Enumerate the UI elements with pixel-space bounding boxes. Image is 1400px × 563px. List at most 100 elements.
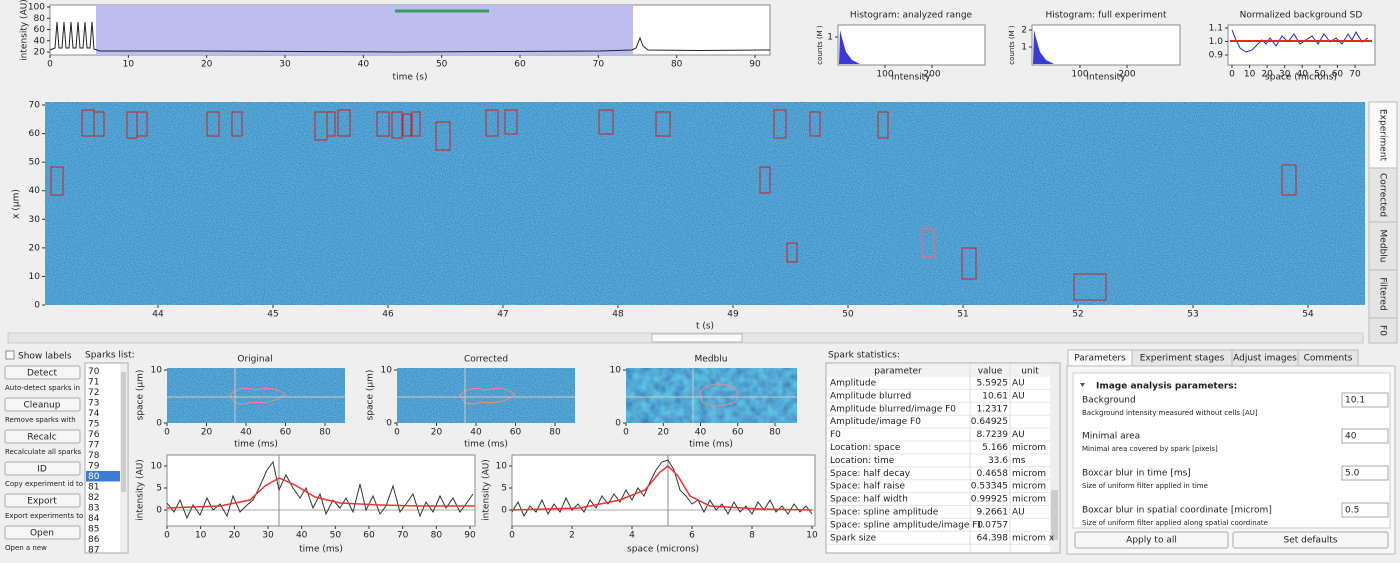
list-item[interactable]: 75 <box>88 420 99 430</box>
param-input[interactable] <box>1341 392 1389 408</box>
cell: AU <box>1012 430 1025 440</box>
y-tick-label: 5 <box>156 484 162 494</box>
param-input[interactable] <box>1341 428 1389 444</box>
x-tick-label: 49 <box>727 310 739 320</box>
list-item[interactable]: 78 <box>88 451 100 461</box>
spark-box <box>337 109 351 137</box>
y-tick-label: 80 <box>34 14 46 24</box>
x-tick-label: 90 <box>464 531 476 541</box>
thumb-texture <box>167 368 345 423</box>
cell: Space: half raise <box>830 482 905 492</box>
view-tab[interactable] <box>1368 167 1398 223</box>
y-tick-label: 1.0 <box>1209 37 1224 47</box>
view-tab-label: Experiment <box>1378 109 1388 161</box>
param-value: 40 <box>1345 432 1357 442</box>
scroll-thumb[interactable] <box>121 372 126 492</box>
x-tick-label: 0 <box>164 531 170 541</box>
list-item[interactable]: 86 <box>88 535 100 545</box>
axis-label: intensity (AU) <box>20 0 30 61</box>
view-tab[interactable] <box>1368 221 1398 271</box>
button-description: Remove sparks with <box>5 416 76 424</box>
x-tick-label: 46 <box>382 310 394 320</box>
x-tick-label: 4 <box>629 531 635 541</box>
x-tick-label: 20 <box>201 428 213 438</box>
list-item[interactable]: 70 <box>88 367 100 377</box>
button[interactable] <box>4 365 81 380</box>
button-description: Auto-detect sparks in <box>5 384 80 392</box>
button[interactable] <box>4 429 81 444</box>
button-label: Apply to all <box>1126 536 1177 546</box>
param-input[interactable] <box>1341 465 1389 481</box>
params-scroll <box>1072 372 1391 529</box>
button[interactable] <box>1232 531 1389 549</box>
button-label: Cleanup <box>24 401 61 411</box>
cell: microm <box>1012 495 1046 505</box>
button[interactable] <box>4 493 81 508</box>
param-input[interactable] <box>1341 502 1389 518</box>
param-description: Background intensity measured without ce… <box>1082 409 1258 417</box>
table-label: Spark statistics: <box>828 351 900 361</box>
cell: 5.5925 <box>977 379 1009 389</box>
axis-label: time (ms) <box>464 440 508 450</box>
x-tick-label: 0 <box>394 428 400 438</box>
histogram-analyzed: Histogram: analyzed range counts (M ) in… <box>816 11 986 83</box>
x-tick-label: 44 <box>152 310 164 320</box>
space-profile <box>511 454 816 527</box>
button[interactable] <box>4 461 81 476</box>
thumb-texture <box>626 368 797 423</box>
list-item[interactable]: 79 <box>88 462 100 472</box>
spark-box <box>136 111 148 137</box>
list-item[interactable]: 85 <box>88 525 99 535</box>
cell: Location: time <box>830 456 895 466</box>
histogram-bars <box>839 30 860 64</box>
thumb-medblu <box>626 368 797 423</box>
x-tick-label: 60 <box>510 428 522 438</box>
list-item[interactable]: 74 <box>88 409 100 419</box>
cell: microm x <box>1012 533 1055 543</box>
list-item[interactable]: 81 <box>88 483 99 493</box>
table-header <box>827 364 1050 377</box>
x-tick-label: 30 <box>262 531 274 541</box>
table-scrollbar[interactable] <box>1050 364 1059 552</box>
x-tick-label: 52 <box>1072 310 1083 320</box>
time-profile <box>166 454 476 527</box>
param-name: Boxcar blur in time [ms] <box>1082 469 1191 479</box>
x-tick-label: 60 <box>363 531 375 541</box>
y-tick-label: 30 <box>29 215 41 225</box>
list-item[interactable]: 71 <box>88 378 99 388</box>
spark-box <box>326 111 336 137</box>
list-item[interactable]: 84 <box>88 514 100 524</box>
y-tick-label: 10 <box>151 366 163 376</box>
x-tick-label: 100 <box>1071 70 1088 80</box>
y-tick-label: 10 <box>496 462 508 472</box>
list-item[interactable]: 83 <box>88 504 99 514</box>
x-tick-label: 0 <box>623 428 629 438</box>
cell: 0.4658 <box>977 469 1009 479</box>
list-item[interactable]: 87 <box>88 546 99 556</box>
list-item[interactable]: 82 <box>88 493 99 503</box>
button[interactable] <box>4 397 81 412</box>
x-tick-label: 40 <box>358 60 370 70</box>
list-item[interactable]: 72 <box>88 388 99 398</box>
checkbox[interactable] <box>5 350 15 360</box>
scroll-thumb[interactable] <box>1051 490 1058 540</box>
button[interactable] <box>1074 531 1229 549</box>
list-item[interactable]: 80 <box>88 472 100 482</box>
cell: Space: half width <box>830 495 908 505</box>
x-tick-label: 20 <box>201 60 213 70</box>
list-item[interactable]: 73 <box>88 399 99 409</box>
expand-arrow[interactable] <box>1080 383 1085 387</box>
list-item[interactable]: 77 <box>88 441 99 451</box>
list-item[interactable]: 76 <box>88 430 100 440</box>
tab-label: Comments <box>1304 354 1353 364</box>
stats-table <box>825 362 1061 554</box>
axis-label: counts (M ) <box>816 25 824 65</box>
button-label: Recalc <box>27 433 56 443</box>
x-tick-label: 0 <box>164 428 170 438</box>
button[interactable] <box>4 525 81 540</box>
view-tab[interactable] <box>1368 317 1398 344</box>
scroll-thumb[interactable] <box>651 333 743 343</box>
view-tab[interactable] <box>1368 101 1398 169</box>
view-tab[interactable] <box>1368 269 1398 319</box>
y-tick-label: 1 <box>827 33 833 43</box>
